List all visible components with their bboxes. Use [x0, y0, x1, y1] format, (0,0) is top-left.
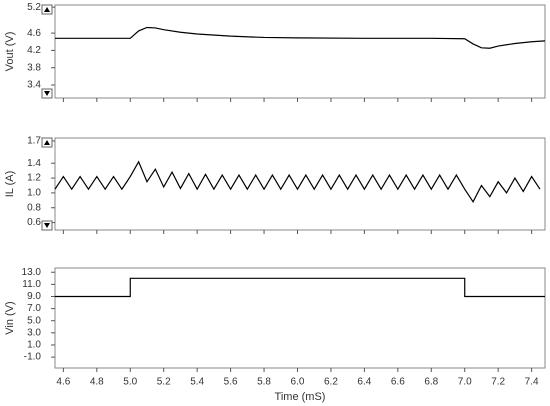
plot-area — [54, 267, 546, 369]
y-tick-label: 4.2 — [27, 45, 41, 56]
y-tick-label: 3.8 — [27, 62, 41, 73]
line — [55, 26, 546, 49]
spin-up-arrow — [44, 7, 50, 12]
x-tick-label: 5.6 — [224, 377, 238, 388]
x-tick-label: 5.0 — [123, 377, 137, 388]
x-tick-label: 4.6 — [56, 377, 70, 388]
y-tick-label: 0.8 — [27, 202, 41, 213]
x-tick-label: 6.4 — [357, 377, 371, 388]
y-axis-label: Vin (V) — [4, 301, 16, 334]
spin-down-arrow — [44, 223, 50, 228]
x-tick-label: 6.8 — [424, 377, 438, 388]
x-tick-label: 7.4 — [525, 377, 539, 388]
x-tick-label: 6.0 — [291, 377, 305, 388]
x-tick-label: 6.2 — [324, 377, 338, 388]
x-tick-label: 5.8 — [257, 377, 271, 388]
spin-down-arrow — [44, 91, 50, 96]
y-tick-label: 1.0 — [27, 340, 41, 351]
y-tick-label: 1.0 — [27, 188, 41, 199]
y-tick-label: 9.0 — [27, 291, 41, 302]
y-tick-label: 13.0 — [22, 267, 42, 278]
spin-up-arrow — [44, 140, 50, 145]
y-tick-label: 4.6 — [27, 28, 41, 39]
y-tick-label: 3.0 — [27, 327, 41, 338]
plot-area — [54, 4, 546, 99]
line — [54, 160, 541, 203]
y-tick-label: 3.4 — [27, 80, 41, 91]
y-tick-label: 0.6 — [27, 217, 41, 228]
line — [55, 277, 545, 298]
y-tick-label: 7.0 — [27, 303, 41, 314]
x-tick-label: 7.2 — [491, 377, 505, 388]
y-tick-label: 1.2 — [27, 173, 41, 184]
x-tick-label: 7.0 — [458, 377, 472, 388]
x-tick-label: 6.6 — [391, 377, 405, 388]
plot-area — [54, 137, 546, 231]
x-tick-label: 5.2 — [157, 377, 171, 388]
x-tick-label: 4.8 — [90, 377, 104, 388]
y-tick-label: 1.7 — [27, 136, 41, 147]
y-tick-label: -1.0 — [24, 352, 42, 363]
y-tick-label: 5.2 — [27, 2, 41, 13]
x-axis-label: Time (mS) — [275, 391, 326, 403]
y-tick-label: 5.0 — [27, 315, 41, 326]
x-tick-label: 5.4 — [190, 377, 204, 388]
y-axis-label: IL (A) — [4, 171, 16, 198]
y-tick-label: 1.4 — [27, 158, 41, 169]
y-axis-label: Vout (V) — [4, 32, 16, 72]
y-tick-label: 11.0 — [22, 279, 41, 290]
